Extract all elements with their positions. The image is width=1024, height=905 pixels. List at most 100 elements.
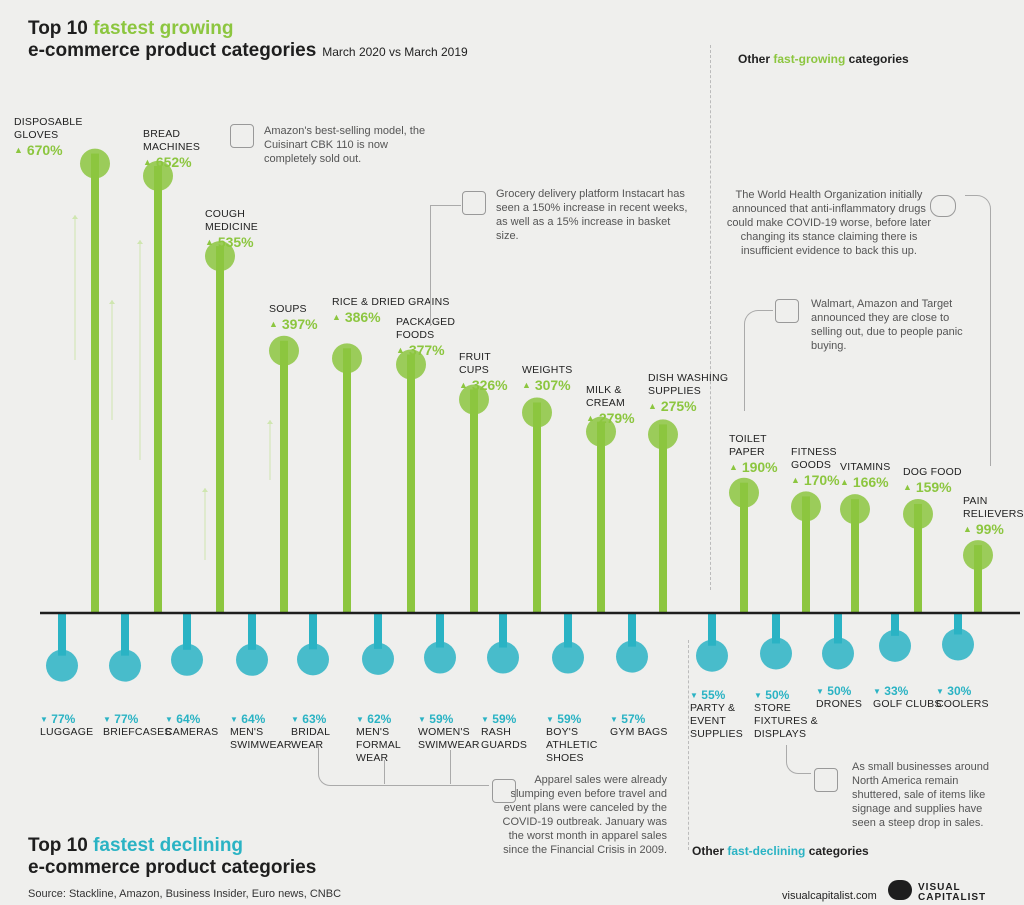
value-text-fitness-goods: 170% — [803, 472, 840, 489]
label-fitness-goods: FITNESS GOODS ▲ 170% — [791, 446, 873, 488]
top-title: Top 10 fastest growing e-commerce produc… — [28, 18, 468, 63]
product-marker-dog-food — [903, 498, 933, 529]
value-text-drones: 50% — [827, 684, 852, 698]
value-text-toilet-paper: 190% — [741, 458, 778, 475]
label-gym-bags: ▼ 57% GYM BAGS — [610, 712, 682, 739]
value-label-drones: ▼ 50% — [816, 684, 852, 698]
other-declining-heading: Other fast-declining categories — [692, 844, 869, 858]
other-growing-highlight: fast-growing — [773, 52, 846, 66]
product-marker-men-s-swimwear — [236, 643, 268, 676]
label-women-s-swimwear: ▼ 59% WOMEN'S SWIMWEAR — [418, 712, 490, 752]
bar-pain-relievers — [974, 545, 982, 613]
other-declining-highlight: fast-declining — [727, 844, 806, 858]
note-instacart-text: Grocery delivery platform Instacart has … — [496, 188, 688, 242]
label-rash-guards: ▼ 59% RASH GUARDS — [481, 712, 553, 752]
bar-coolers — [954, 613, 962, 635]
value-text-rice-dried-grains: 386% — [344, 309, 381, 326]
shopping-cart-icon — [462, 191, 486, 215]
product-marker-coolers — [942, 628, 974, 661]
value-label-rice-dried-grains: ▲ 386% — [332, 309, 381, 326]
bar-rice-dried-grains — [343, 348, 351, 613]
other-growing-prefix: Other — [738, 52, 774, 66]
product-marker-fruit-cups — [459, 384, 489, 415]
bar-rash-guards — [499, 613, 507, 648]
value-text-men-s-swimwear: 64% — [241, 712, 266, 726]
category-label-party-event-supplies: PARTY & EVENT SUPPLIES — [690, 702, 743, 740]
category-label-men-s-swimwear: MEN'S SWIMWEAR — [230, 726, 292, 751]
bar-party-event-supplies — [708, 613, 716, 646]
category-label-rash-guards: RASH GUARDS — [481, 726, 528, 751]
bg-arrowhead-2 — [137, 240, 143, 244]
bar-packaged-foods — [407, 354, 415, 613]
value-label-coolers: ▼ 30% — [936, 684, 972, 698]
category-label-coolers: COOLERS — [936, 698, 989, 710]
bar-toilet-paper — [740, 482, 748, 613]
value-label-rash-guards: ▼ 59% — [481, 712, 517, 726]
bar-soups — [280, 340, 288, 613]
divider-top — [710, 45, 711, 590]
label-bread-machines: BREAD MACHINES ▲ 652% — [143, 128, 231, 170]
category-label-store-fixtures-displays: STORE FIXTURES & DISPLAYS — [754, 702, 818, 740]
connector-who — [965, 195, 991, 466]
value-label-gym-bags: ▼ 57% — [610, 712, 646, 726]
category-label-vitamins: VITAMINS — [840, 461, 891, 474]
note-business: As small businesses around North America… — [810, 760, 1000, 830]
label-luggage: ▼ 77% LUGGAGE — [40, 712, 112, 739]
value-text-pain-relievers: 99% — [975, 521, 1004, 538]
value-label-toilet-paper: ▲ 190% — [729, 458, 778, 475]
note-who-text: The World Health Organization initially … — [726, 189, 932, 257]
value-text-vitamins: 166% — [852, 474, 889, 491]
note-apparel-text: Apparel sales were already slumping even… — [502, 774, 667, 856]
category-label-boy-s-athletic-shoes: BOY'S ATHLETIC SHOES — [546, 726, 598, 764]
value-text-coolers: 30% — [947, 684, 972, 698]
label-men-s-swimwear: ▼ 64% MEN'S SWIMWEAR — [230, 712, 302, 752]
value-text-fruit-cups: 326% — [471, 377, 508, 394]
value-text-dish-washing-supplies: 275% — [660, 398, 697, 415]
connector-apparel-3 — [450, 750, 489, 784]
value-text-boy-s-athletic-shoes: 59% — [557, 712, 582, 726]
source-text: Source: Stackline, Amazon, Business Insi… — [28, 888, 342, 900]
bar-gym-bags — [628, 613, 636, 647]
bar-vitamins — [851, 499, 859, 613]
bottom-title-prefix: Top 10 — [28, 835, 94, 856]
label-milk-cream: MILK & CREAM ▲ 279% — [586, 384, 662, 426]
label-disposable-gloves: DISPOSABLE GLOVES ▲ 670% — [14, 116, 121, 158]
connector-instacart — [430, 205, 461, 326]
value-text-party-event-supplies: 55% — [701, 688, 726, 702]
label-toilet-paper: TOILET PAPER ▲ 190% — [729, 433, 805, 475]
value-text-disposable-gloves: 670% — [26, 141, 63, 158]
label-drones: ▼ 50% DRONES — [816, 684, 888, 711]
bar-drones — [834, 613, 842, 644]
label-dish-washing-supplies: DISH WASHING SUPPLIES ▲ 275% — [648, 372, 768, 414]
label-coolers: ▼ 30% COOLERS — [936, 684, 1008, 711]
value-text-milk-cream: 279% — [598, 409, 635, 426]
label-rice-dried-grains: RICE & DRIED GRAINS ▲ 386% — [332, 296, 452, 325]
bread-icon — [230, 124, 254, 148]
category-label-disposable-gloves: DISPOSABLE GLOVES — [14, 115, 83, 141]
category-label-dish-washing-supplies: DISH WASHING SUPPLIES — [648, 372, 729, 398]
category-label-gym-bags: GYM BAGS — [610, 726, 668, 738]
top-title-line2: e-commerce product categories — [28, 40, 317, 61]
bar-men-s-formal-wear — [374, 613, 382, 649]
bar-golf-clubs — [891, 613, 899, 636]
value-label-store-fixtures-displays: ▼ 50% — [754, 688, 790, 702]
bottom-title-highlight: fastest declining — [93, 835, 244, 856]
bg-arrowhead-4 — [267, 420, 273, 424]
product-marker-store-fixtures-displays — [760, 637, 792, 670]
top-subtitle: March 2020 vs March 2019 — [322, 45, 468, 59]
value-text-bridal-wear: 63% — [302, 712, 327, 726]
divider-bottom — [688, 640, 689, 850]
product-marker-bridal-wear — [297, 643, 329, 676]
connector-business — [786, 745, 811, 774]
bar-women-s-swimwear — [436, 613, 444, 648]
other-declining-suffix: categories — [805, 844, 869, 858]
category-label-bridal-wear: BRIDAL WEAR — [291, 726, 330, 751]
bar-luggage — [58, 613, 66, 656]
bar-weights — [533, 402, 541, 613]
value-label-golf-clubs: ▼ 33% — [873, 684, 909, 698]
bar-bridal-wear — [309, 613, 317, 650]
value-label-milk-cream: ▲ 279% — [586, 409, 635, 426]
label-packaged-foods: PACKAGED FOODS ▲ 377% — [396, 316, 484, 358]
label-dog-food: DOG FOOD ▲ 159% — [903, 466, 963, 495]
